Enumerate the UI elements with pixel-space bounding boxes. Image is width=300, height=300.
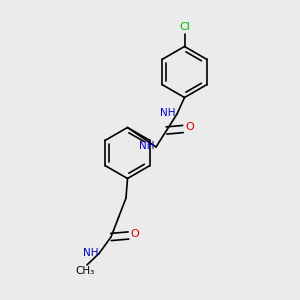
Text: NH: NH: [83, 248, 98, 258]
Text: O: O: [131, 229, 140, 239]
Text: O: O: [185, 122, 194, 133]
Text: NH: NH: [160, 107, 176, 118]
Text: CH₃: CH₃: [76, 266, 95, 276]
Text: Cl: Cl: [179, 22, 190, 32]
Text: NH: NH: [139, 141, 154, 152]
